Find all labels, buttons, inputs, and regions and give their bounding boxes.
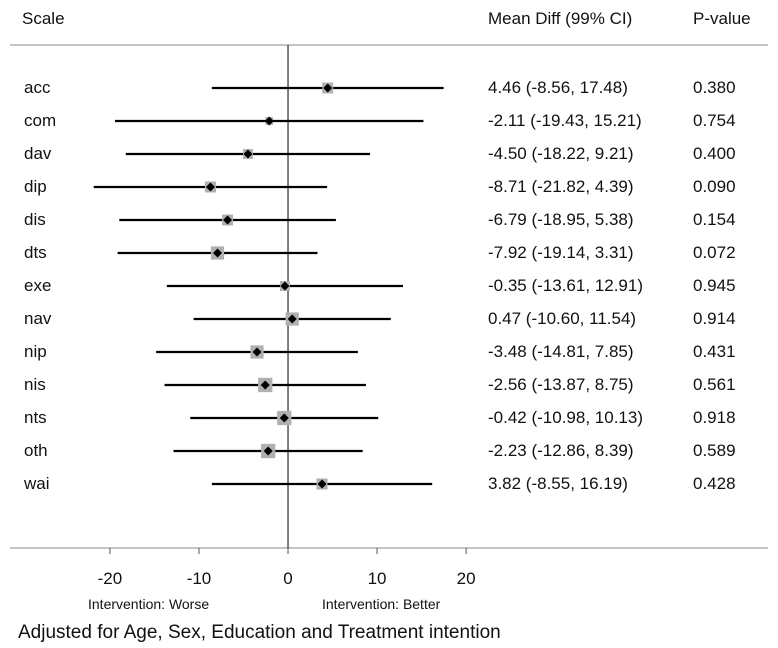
row-label: dav	[24, 144, 52, 163]
row-label: com	[24, 111, 57, 130]
row-mean-diff: -7.92 (-19.14, 3.31)	[488, 243, 634, 262]
point-estimate	[264, 116, 274, 126]
row-p-value: 0.914	[693, 309, 736, 328]
annotation-better: Intervention: Better	[322, 596, 441, 612]
row-label: dts	[24, 243, 47, 262]
point-estimate	[323, 83, 333, 93]
point-estimate	[212, 248, 223, 258]
row-label: dip	[24, 177, 47, 196]
row-mean-diff: -2.56 (-13.87, 8.75)	[488, 375, 634, 394]
footnote: Adjusted for Age, Sex, Education and Tre…	[18, 622, 501, 643]
row-label: dis	[24, 210, 46, 229]
row-label: exe	[24, 276, 52, 295]
row-p-value: 0.431	[693, 342, 736, 361]
row-mean-diff: -0.42 (-10.98, 10.13)	[488, 408, 643, 427]
x-tick-label: -10	[187, 569, 212, 588]
header-scale: Scale	[22, 9, 65, 28]
header-mean-diff: Mean Diff (99% CI)	[488, 9, 633, 28]
row-mean-diff: -8.71 (-21.82, 4.39)	[488, 177, 634, 196]
row-label: wai	[24, 474, 50, 493]
x-tick-label: 20	[457, 569, 476, 588]
point-estimate	[252, 347, 262, 357]
x-tick-label: -20	[98, 569, 123, 588]
row-p-value: 0.400	[693, 144, 736, 163]
row-mean-diff: -0.35 (-13.61, 12.91)	[488, 276, 643, 295]
x-tick-label: 10	[368, 569, 387, 588]
row-mean-diff: -4.50 (-18.22, 9.21)	[488, 144, 634, 163]
row-p-value: 0.072	[693, 243, 736, 262]
x-tick-label: 0	[283, 569, 292, 588]
row-label: oth	[24, 441, 48, 460]
row-mean-diff: -2.11 (-19.43, 15.21)	[488, 111, 642, 130]
row-p-value: 0.090	[693, 177, 736, 196]
row-mean-diff: -3.48 (-14.81, 7.85)	[488, 342, 634, 361]
row-mean-diff: 0.47 (-10.60, 11.54)	[488, 309, 637, 328]
row-p-value: 0.589	[693, 441, 736, 460]
row-p-value: 0.154	[693, 210, 736, 229]
row-label: nip	[24, 342, 47, 361]
row-mean-diff: -6.79 (-18.95, 5.38)	[488, 210, 634, 229]
row-label: nts	[24, 408, 47, 427]
row-label: nav	[24, 309, 52, 328]
annotation-worse: Intervention: Worse	[88, 596, 210, 612]
row-mean-diff: 4.46 (-8.56, 17.48)	[488, 78, 628, 97]
row-mean-diff: -2.23 (-12.86, 8.39)	[488, 441, 634, 460]
row-p-value: 0.918	[693, 408, 736, 427]
row-p-value: 0.754	[693, 111, 736, 130]
row-p-value: 0.945	[693, 276, 736, 295]
point-estimate	[243, 149, 253, 159]
header-p-value: P-value	[693, 9, 751, 28]
row-p-value: 0.428	[693, 474, 736, 493]
row-mean-diff: 3.82 (-8.55, 16.19)	[488, 474, 628, 493]
row-label: nis	[24, 375, 46, 394]
row-p-value: 0.561	[693, 375, 736, 394]
row-p-value: 0.380	[693, 78, 736, 97]
row-label: acc	[24, 78, 51, 97]
point-estimate	[223, 215, 233, 225]
